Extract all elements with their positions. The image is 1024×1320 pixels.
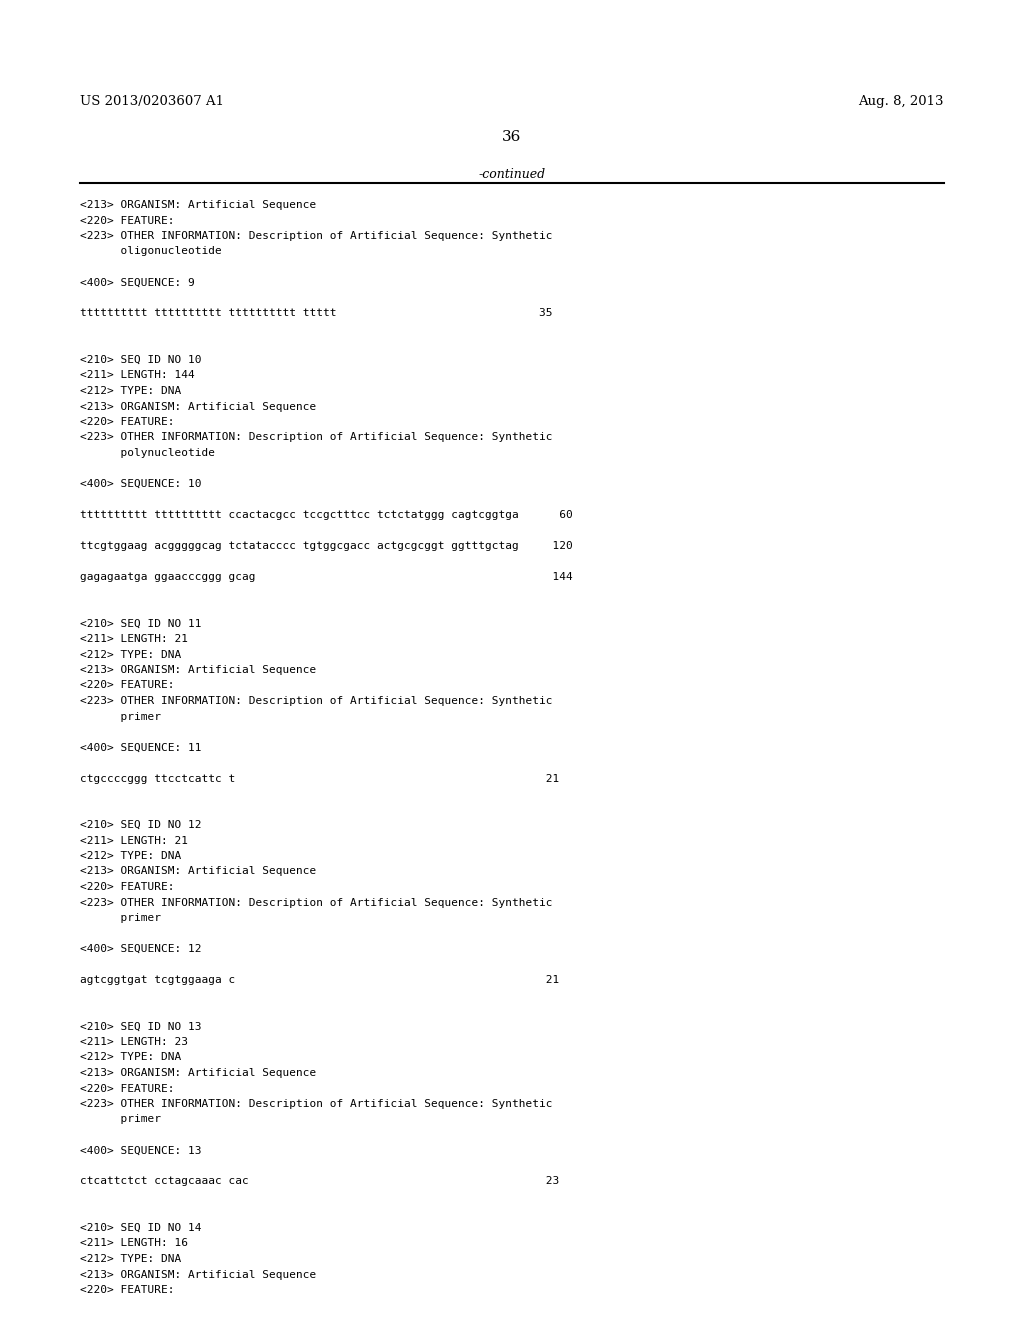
Text: gagagaatga ggaacccggg gcag                                            144: gagagaatga ggaacccggg gcag 144 bbox=[80, 572, 572, 582]
Text: <223> OTHER INFORMATION: Description of Artificial Sequence: Synthetic: <223> OTHER INFORMATION: Description of … bbox=[80, 231, 553, 242]
Text: <210> SEQ ID NO 14: <210> SEQ ID NO 14 bbox=[80, 1224, 202, 1233]
Text: ctgccccggg ttcctcattc t                                              21: ctgccccggg ttcctcattc t 21 bbox=[80, 774, 559, 784]
Text: primer: primer bbox=[80, 711, 161, 722]
Text: <212> TYPE: DNA: <212> TYPE: DNA bbox=[80, 1052, 181, 1063]
Text: <220> FEATURE:: <220> FEATURE: bbox=[80, 882, 174, 892]
Text: <210> SEQ ID NO 13: <210> SEQ ID NO 13 bbox=[80, 1022, 202, 1031]
Text: <223> OTHER INFORMATION: Description of Artificial Sequence: Synthetic: <223> OTHER INFORMATION: Description of … bbox=[80, 1100, 553, 1109]
Text: <211> LENGTH: 23: <211> LENGTH: 23 bbox=[80, 1038, 188, 1047]
Text: <213> ORGANISM: Artificial Sequence: <213> ORGANISM: Artificial Sequence bbox=[80, 201, 316, 210]
Text: <400> SEQUENCE: 11: <400> SEQUENCE: 11 bbox=[80, 742, 202, 752]
Text: ttcgtggaag acgggggcag tctatacccc tgtggcgacc actgcgcggt ggtttgctag     120: ttcgtggaag acgggggcag tctatacccc tgtggcg… bbox=[80, 541, 572, 550]
Text: <213> ORGANISM: Artificial Sequence: <213> ORGANISM: Artificial Sequence bbox=[80, 665, 316, 675]
Text: <220> FEATURE:: <220> FEATURE: bbox=[80, 417, 174, 426]
Text: <213> ORGANISM: Artificial Sequence: <213> ORGANISM: Artificial Sequence bbox=[80, 401, 316, 412]
Text: <213> ORGANISM: Artificial Sequence: <213> ORGANISM: Artificial Sequence bbox=[80, 1270, 316, 1279]
Text: <210> SEQ ID NO 12: <210> SEQ ID NO 12 bbox=[80, 820, 202, 830]
Text: <210> SEQ ID NO 10: <210> SEQ ID NO 10 bbox=[80, 355, 202, 366]
Text: <223> OTHER INFORMATION: Description of Artificial Sequence: Synthetic: <223> OTHER INFORMATION: Description of … bbox=[80, 433, 553, 442]
Text: <223> OTHER INFORMATION: Description of Artificial Sequence: Synthetic: <223> OTHER INFORMATION: Description of … bbox=[80, 898, 553, 908]
Text: ctcattctct cctagcaaac cac                                            23: ctcattctct cctagcaaac cac 23 bbox=[80, 1176, 559, 1187]
Text: 36: 36 bbox=[503, 129, 521, 144]
Text: tttttttttt tttttttttt ccactacgcc tccgctttcc tctctatggg cagtcggtga      60: tttttttttt tttttttttt ccactacgcc tccgctt… bbox=[80, 510, 572, 520]
Text: <211> LENGTH: 16: <211> LENGTH: 16 bbox=[80, 1238, 188, 1249]
Text: <400> SEQUENCE: 12: <400> SEQUENCE: 12 bbox=[80, 944, 202, 954]
Text: <213> ORGANISM: Artificial Sequence: <213> ORGANISM: Artificial Sequence bbox=[80, 1068, 316, 1078]
Text: <400> SEQUENCE: 9: <400> SEQUENCE: 9 bbox=[80, 277, 195, 288]
Text: <210> SEQ ID NO 11: <210> SEQ ID NO 11 bbox=[80, 619, 202, 628]
Text: <212> TYPE: DNA: <212> TYPE: DNA bbox=[80, 1254, 181, 1265]
Text: agtcggtgat tcgtggaaga c                                              21: agtcggtgat tcgtggaaga c 21 bbox=[80, 975, 559, 985]
Text: polynucleotide: polynucleotide bbox=[80, 447, 215, 458]
Text: <220> FEATURE:: <220> FEATURE: bbox=[80, 1284, 174, 1295]
Text: -continued: -continued bbox=[478, 168, 546, 181]
Text: <212> TYPE: DNA: <212> TYPE: DNA bbox=[80, 649, 181, 660]
Text: <220> FEATURE:: <220> FEATURE: bbox=[80, 1084, 174, 1093]
Text: <220> FEATURE:: <220> FEATURE: bbox=[80, 215, 174, 226]
Text: <212> TYPE: DNA: <212> TYPE: DNA bbox=[80, 385, 181, 396]
Text: <211> LENGTH: 144: <211> LENGTH: 144 bbox=[80, 371, 195, 380]
Text: primer: primer bbox=[80, 913, 161, 923]
Text: <211> LENGTH: 21: <211> LENGTH: 21 bbox=[80, 634, 188, 644]
Text: oligonucleotide: oligonucleotide bbox=[80, 247, 222, 256]
Text: Aug. 8, 2013: Aug. 8, 2013 bbox=[858, 95, 944, 108]
Text: US 2013/0203607 A1: US 2013/0203607 A1 bbox=[80, 95, 224, 108]
Text: tttttttttt tttttttttt tttttttttt ttttt                              35: tttttttttt tttttttttt tttttttttt ttttt 3… bbox=[80, 309, 553, 318]
Text: <400> SEQUENCE: 10: <400> SEQUENCE: 10 bbox=[80, 479, 202, 488]
Text: <223> OTHER INFORMATION: Description of Artificial Sequence: Synthetic: <223> OTHER INFORMATION: Description of … bbox=[80, 696, 553, 706]
Text: <213> ORGANISM: Artificial Sequence: <213> ORGANISM: Artificial Sequence bbox=[80, 866, 316, 876]
Text: <212> TYPE: DNA: <212> TYPE: DNA bbox=[80, 851, 181, 861]
Text: <220> FEATURE:: <220> FEATURE: bbox=[80, 681, 174, 690]
Text: <400> SEQUENCE: 13: <400> SEQUENCE: 13 bbox=[80, 1146, 202, 1155]
Text: primer: primer bbox=[80, 1114, 161, 1125]
Text: <211> LENGTH: 21: <211> LENGTH: 21 bbox=[80, 836, 188, 846]
